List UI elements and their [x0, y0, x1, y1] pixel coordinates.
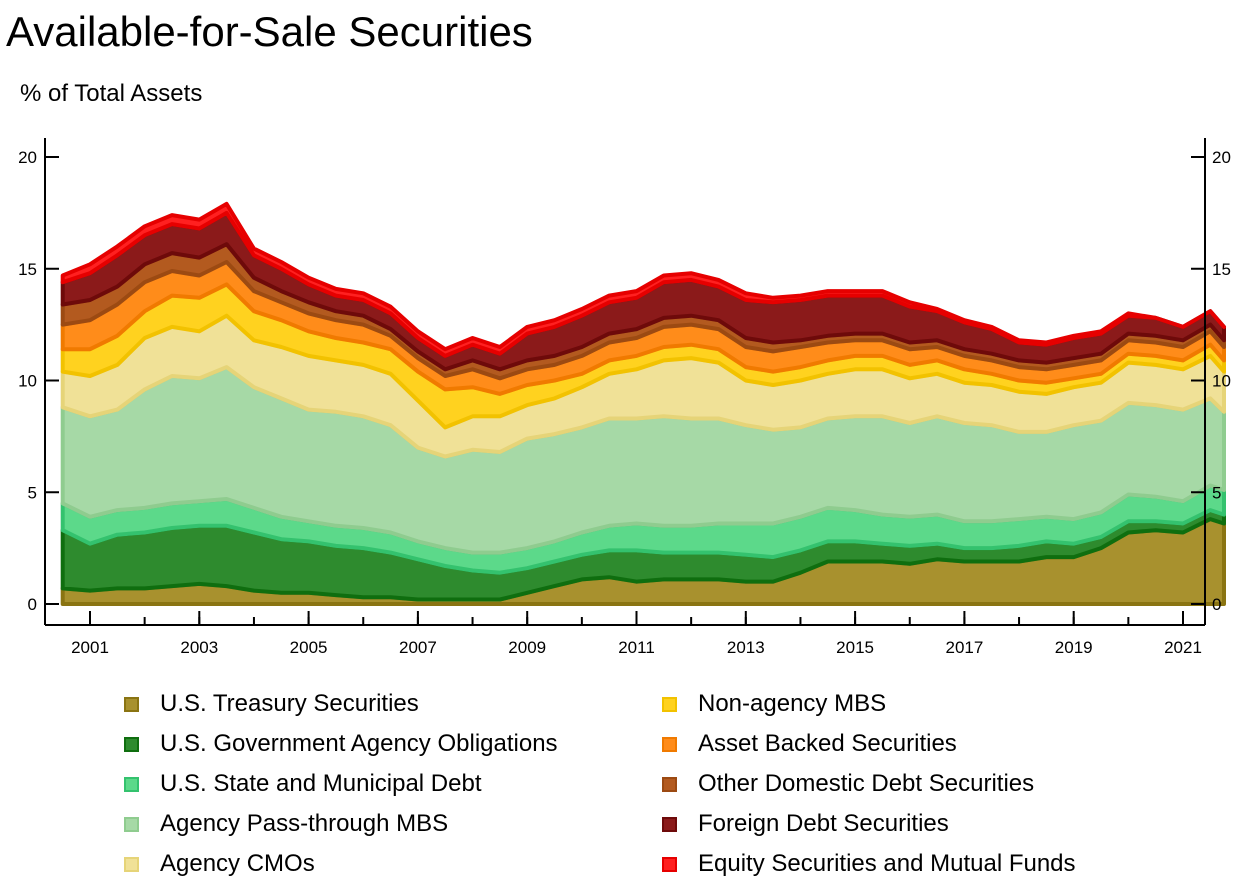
- y-tick-label-left: 5: [28, 483, 37, 502]
- legend-label: U.S. Treasury Securities: [160, 690, 419, 717]
- y-tick-label-right: 5: [1212, 483, 1221, 502]
- legend-item: Agency CMOs: [124, 844, 558, 884]
- legend-item: Equity Securities and Mutual Funds: [662, 844, 1076, 884]
- legend-item: U.S. State and Municipal Debt: [124, 764, 558, 804]
- legend-swatch: [124, 816, 139, 832]
- stacked-area-chart: 0 0 5 5 10 10 15 15 20 20 2001 2003 2005 2007 2009 2011…: [18, 138, 1231, 657]
- y-tick-label-left: 20: [18, 148, 37, 167]
- legend-swatch: [662, 736, 677, 752]
- legend-label: Asset Backed Securities: [698, 730, 957, 757]
- legend-label: Other Domestic Debt Securities: [698, 770, 1035, 797]
- y-tick-label-right: 15: [1212, 260, 1231, 279]
- chart-title: Available-for-Sale Securities: [6, 8, 533, 55]
- legend-swatch: [124, 856, 139, 872]
- x-tick-label: 2011: [618, 638, 655, 657]
- axes: 0 0 5 5 10 10 15 15 20 20 2001 2003 2005 2007 2009 2011…: [18, 138, 1231, 657]
- legend-swatch: [124, 776, 139, 792]
- legend-swatch: [124, 736, 139, 752]
- legend-swatch: [662, 776, 677, 792]
- legend-item: U.S. Treasury Securities: [124, 684, 558, 724]
- y-tick-label-left: 15: [18, 260, 37, 279]
- x-tick-label: 2009: [508, 638, 546, 657]
- legend-label: Foreign Debt Securities: [698, 810, 949, 837]
- legend-label: U.S. State and Municipal Debt: [160, 770, 482, 797]
- legend-swatch: [662, 816, 677, 832]
- legend-swatch: [662, 856, 677, 872]
- legend-right-column: Non-agency MBS Asset Backed Securities Oth…: [662, 684, 1076, 884]
- legend-label: Agency Pass-through MBS: [160, 810, 449, 837]
- x-tick-label: 2003: [180, 638, 218, 657]
- x-tick-label: 2001: [71, 638, 109, 657]
- area-series-10: [60, 201, 1226, 358]
- x-tick-label: 2013: [727, 638, 765, 657]
- legend-label: Equity Securities and Mutual Funds: [698, 850, 1076, 877]
- legend-item: Non-agency MBS: [662, 684, 1076, 724]
- y-tick-label-right: 10: [1212, 372, 1231, 391]
- area-layers: [60, 201, 1226, 606]
- y-tick-label-right: 0: [1212, 595, 1221, 614]
- x-tick-label: 2007: [399, 638, 437, 657]
- legend-item: Asset Backed Securities: [662, 724, 1076, 764]
- y-axis-unit-label: % of Total Assets: [20, 80, 203, 107]
- legend-item: Foreign Debt Securities: [662, 804, 1076, 844]
- x-tick-label: 2021: [1164, 638, 1202, 657]
- y-tick-label-right: 20: [1212, 148, 1231, 167]
- legend-label: Non-agency MBS: [698, 690, 887, 717]
- x-tick-label: 2005: [290, 638, 328, 657]
- legend-label: U.S. Government Agency Obligations: [160, 730, 558, 757]
- y-tick-label-left: 0: [28, 595, 37, 614]
- legend-left-column: U.S. Treasury Securities U.S. Government …: [124, 684, 558, 884]
- legend-swatch: [124, 696, 139, 712]
- legend-item: Other Domestic Debt Securities: [662, 764, 1076, 804]
- x-tick-label: 2015: [836, 638, 874, 657]
- y-tick-label-left: 10: [18, 372, 37, 391]
- legend-label: Agency CMOs: [160, 850, 315, 877]
- x-tick-label: 2017: [945, 638, 983, 657]
- x-tick-label: 2019: [1055, 638, 1093, 657]
- legend-item: U.S. Government Agency Obligations: [124, 724, 558, 764]
- legend-swatch: [662, 696, 677, 712]
- legend-item: Agency Pass-through MBS: [124, 804, 558, 844]
